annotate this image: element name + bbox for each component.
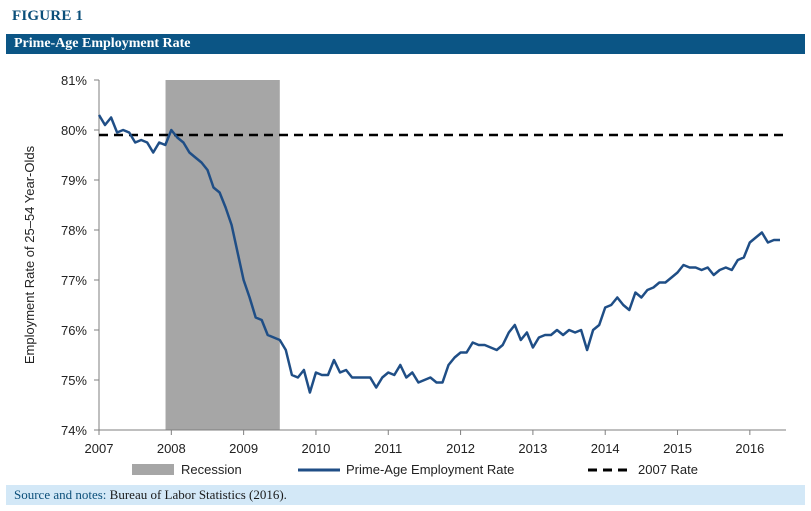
source-label: Source and notes: bbox=[14, 487, 107, 502]
x-tick-label: 2013 bbox=[518, 441, 547, 456]
legend-label-reference: 2007 Rate bbox=[638, 462, 698, 477]
x-tick-label: 2016 bbox=[735, 441, 764, 456]
figure-label: FIGURE 1 bbox=[12, 8, 84, 24]
y-tick-label: 81% bbox=[61, 73, 87, 88]
y-tick-label: 80% bbox=[61, 123, 87, 138]
y-tick-label: 77% bbox=[61, 273, 87, 288]
x-tick-label: 2010 bbox=[301, 441, 330, 456]
x-tick-label: 2012 bbox=[446, 441, 475, 456]
x-tick-label: 2011 bbox=[374, 441, 402, 456]
legend-swatch-recession bbox=[132, 464, 174, 475]
y-tick-label: 79% bbox=[61, 173, 87, 188]
x-tick-label: 2009 bbox=[229, 441, 258, 456]
y-tick-label: 74% bbox=[61, 423, 87, 438]
chart-title: Prime-Age Employment Rate bbox=[6, 34, 805, 54]
y-tick-label: 78% bbox=[61, 223, 87, 238]
source-text: Bureau of Labor Statistics (2016). bbox=[106, 487, 287, 502]
x-tick-label: 2015 bbox=[663, 441, 692, 456]
source-notes: Source and notes: Bureau of Labor Statis… bbox=[6, 485, 805, 505]
series-line-prime-age-employment-rate bbox=[97, 114, 780, 394]
legend-label-recession: Recession bbox=[181, 462, 242, 477]
recession-band bbox=[165, 80, 280, 430]
x-tick-label: 2014 bbox=[591, 441, 620, 456]
y-tick-label: 75% bbox=[61, 373, 87, 388]
chart-container: 74% 75% 76% 77% 78% 79% 80% 81% 2007 2008 2009 2010… bbox=[0, 56, 811, 480]
line-chart: 74% 75% 76% 77% 78% 79% 80% 81% 2007 2008 2009 2010… bbox=[22, 73, 786, 477]
x-tick-label: 2008 bbox=[157, 441, 186, 456]
y-tick-label: 76% bbox=[61, 323, 87, 338]
legend-label-series: Prime-Age Employment Rate bbox=[346, 462, 514, 477]
y-axis-title: Employment Rate of 25–54 Year-Olds bbox=[22, 145, 37, 364]
x-tick-label: 2007 bbox=[85, 441, 114, 456]
